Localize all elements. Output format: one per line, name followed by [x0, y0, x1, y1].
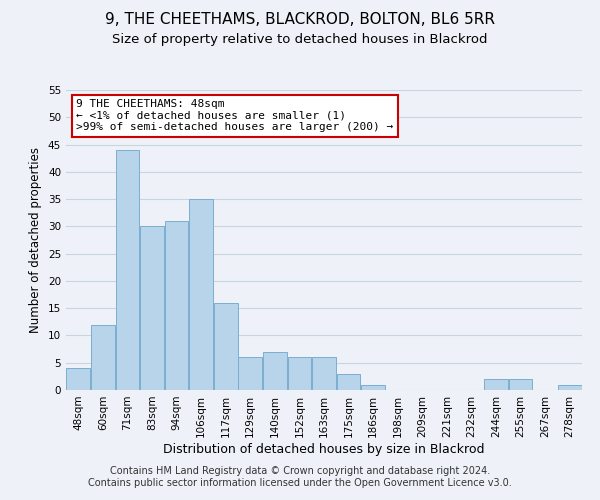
Bar: [91, 324, 115, 390]
Bar: [164, 221, 188, 390]
Bar: [312, 358, 336, 390]
Bar: [287, 358, 311, 390]
Bar: [509, 379, 532, 390]
Bar: [337, 374, 361, 390]
Text: 9, THE CHEETHAMS, BLACKROD, BOLTON, BL6 5RR: 9, THE CHEETHAMS, BLACKROD, BOLTON, BL6 …: [105, 12, 495, 28]
Bar: [238, 358, 262, 390]
Bar: [214, 302, 238, 390]
Y-axis label: Number of detached properties: Number of detached properties: [29, 147, 43, 333]
Bar: [484, 379, 508, 390]
Bar: [67, 368, 90, 390]
Bar: [263, 352, 287, 390]
Bar: [361, 384, 385, 390]
Text: 9 THE CHEETHAMS: 48sqm
← <1% of detached houses are smaller (1)
>99% of semi-det: 9 THE CHEETHAMS: 48sqm ← <1% of detached…: [76, 99, 394, 132]
X-axis label: Distribution of detached houses by size in Blackrod: Distribution of detached houses by size …: [163, 442, 485, 456]
Text: Size of property relative to detached houses in Blackrod: Size of property relative to detached ho…: [112, 32, 488, 46]
Bar: [116, 150, 139, 390]
Bar: [558, 384, 581, 390]
Bar: [189, 199, 213, 390]
Bar: [140, 226, 164, 390]
Text: Contains HM Land Registry data © Crown copyright and database right 2024.
Contai: Contains HM Land Registry data © Crown c…: [88, 466, 512, 487]
